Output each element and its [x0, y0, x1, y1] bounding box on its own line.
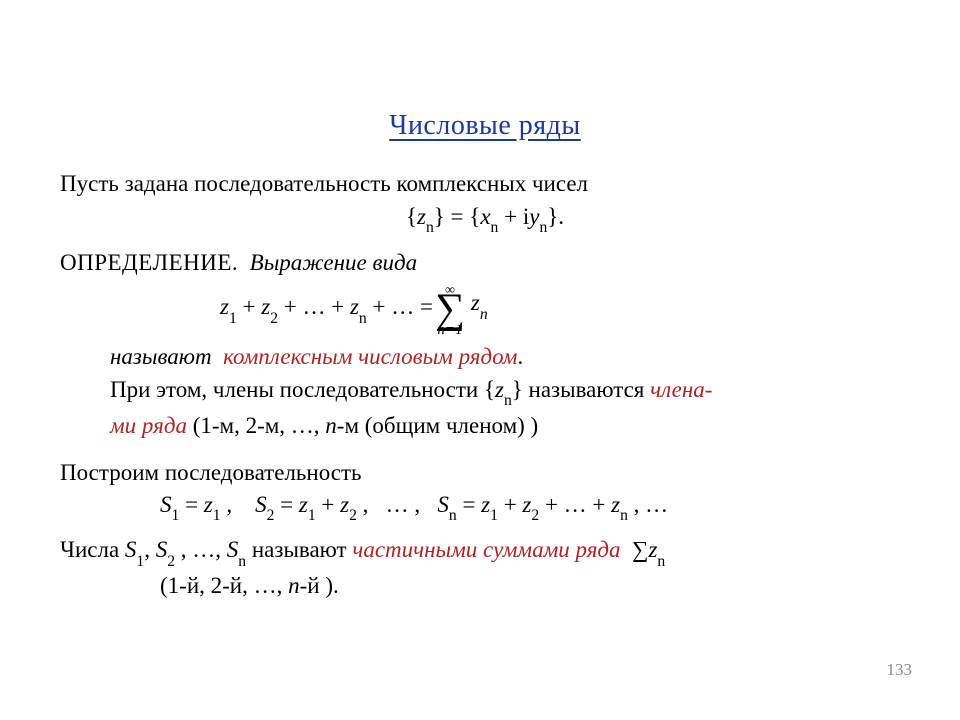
- partial-sums-formula: S1 = z1 , S2 = z1 + z2 , … , Sn = z1 + z…: [60, 492, 910, 523]
- definition-intro: Выражение вида: [244, 250, 417, 275]
- term-members-part1: члена-: [650, 377, 712, 402]
- series-expansion: z1 + z2 + … + zn + … =: [60, 294, 433, 325]
- sequence-formula: {zn} = {xn + iyn}.: [60, 203, 910, 235]
- intro-line: Пусть задана последовательность комплекс…: [60, 170, 910, 199]
- page-number: 133: [887, 660, 913, 680]
- sum-lower-limit: n=1: [437, 322, 462, 338]
- term-complex-series: комплексным числовым рядом: [217, 344, 517, 369]
- definition-members-line1: При этом, члены последовательности {zn} …: [60, 376, 910, 408]
- term-members-part2: ми ряда: [110, 413, 187, 438]
- inline-sum-icon: ∑zn: [632, 537, 665, 562]
- definition-members-line2: ми ряда (1-м, 2-м, …, n-м (общим членом)…: [60, 412, 910, 441]
- build-sequence-line: Построим последовательность: [60, 459, 910, 488]
- sum-upper-limit: ∞: [445, 283, 455, 298]
- partial-sums-name-line: Числа S1, S2 , …, Sn называют частичными…: [60, 536, 910, 568]
- section-title: Числовые ряды: [60, 110, 910, 142]
- var-x: x: [480, 204, 490, 229]
- definition-block: ОПРЕДЕЛЕНИЕ. Выражение вида: [60, 249, 910, 278]
- sum-term: zn: [471, 290, 488, 321]
- summation-symbol: ∞ ∑ n=1: [435, 276, 465, 344]
- partial-sums-indices: (1-й, 2-й, …, n-й ).: [60, 572, 910, 601]
- var-y: y: [529, 204, 539, 229]
- iy: iy: [523, 204, 540, 229]
- definition-name-line: называют комплексным числовым рядом.: [60, 343, 910, 372]
- term-partial-sums: частичными суммами ряда: [352, 537, 620, 562]
- definition-label: ОПРЕДЕЛЕНИЕ.: [60, 250, 238, 275]
- document-page: Числовые ряды Пусть задана последователь…: [60, 110, 910, 605]
- series-formula-row: z1 + z2 + … + zn + … = ∞ ∑ n=1 zn: [60, 276, 910, 344]
